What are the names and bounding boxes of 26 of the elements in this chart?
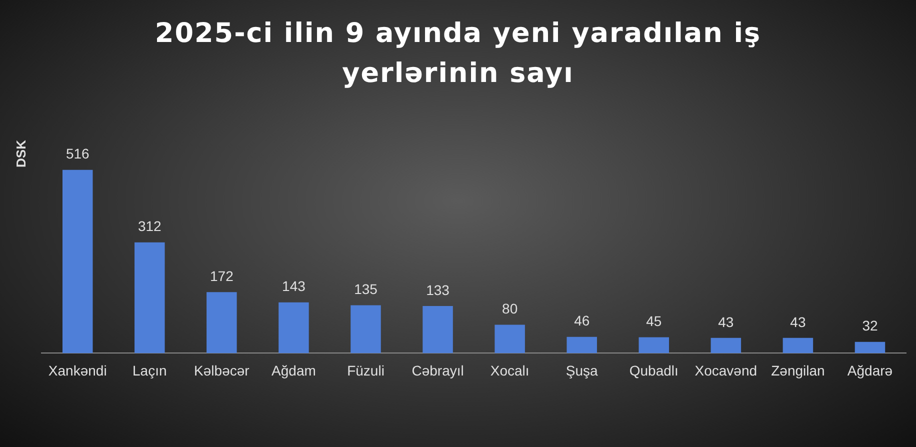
x-tick-label: Laçın [132,362,167,378]
chart-title: 2025-ci ilin 9 ayında yeni yaradılan iş yerlərinin sayı [154,17,762,91]
x-tick-label: Zəngilan [771,362,825,378]
data-label: 143 [282,278,306,294]
x-tick-label: Xankəndi [48,362,107,378]
data-label: 516 [66,146,90,162]
data-label: 172 [210,268,234,284]
x-tick-label: Xocalı [490,362,530,378]
data-label: 46 [574,312,590,329]
data-label: 312 [138,218,162,234]
x-tick-label: Kəlbəcər [194,362,250,378]
x-tick-label: Qubadlı [629,362,678,378]
x-tick-label: Cəbrayıl [412,362,464,378]
x-tick-label: Füzuli [347,362,384,378]
x-tick-label: Şuşa [566,362,598,378]
data-label: 43 [718,314,734,330]
data-label: 45 [646,313,662,330]
x-tick-label: Ağdam [272,362,316,378]
y-axis-title: DSK [13,139,28,168]
data-label: 80 [502,300,518,317]
x-tick-label: Xocavənd [694,362,758,378]
data-label: 133 [426,282,450,298]
data-label: 43 [790,314,806,330]
data-label: 32 [862,318,878,334]
x-tick-label: Ağdarə [847,362,893,378]
data-label: 135 [354,281,378,298]
